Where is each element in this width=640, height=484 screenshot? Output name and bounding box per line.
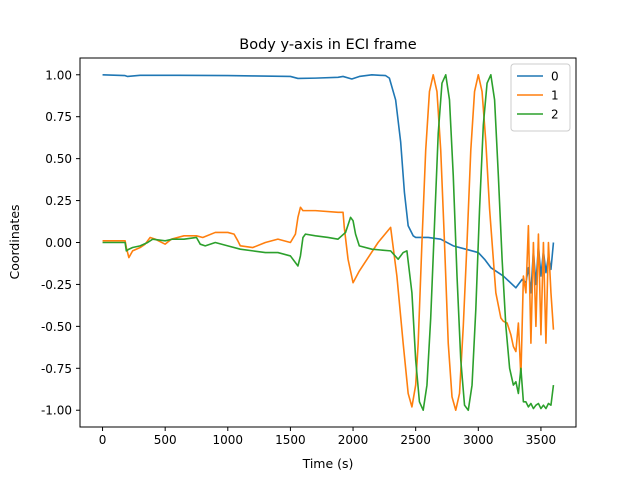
axis-ticks: 0 500 1000 1500 2000 2500 3000 3500 -1.00 -0.75 -0… bbox=[41, 68, 556, 447]
y-tick-label: -0.75 bbox=[41, 362, 72, 376]
x-tick-label: 3000 bbox=[463, 433, 494, 447]
y-tick-label: 0.75 bbox=[45, 110, 72, 124]
series-lines bbox=[102, 73, 555, 412]
y-tick-label: 0.50 bbox=[45, 152, 72, 166]
y-tick-label: -1.00 bbox=[41, 404, 72, 418]
x-tick-label: 2500 bbox=[400, 433, 431, 447]
x-axis-label: Time (s) bbox=[302, 456, 354, 471]
x-tick-label: 500 bbox=[154, 433, 177, 447]
x-tick-label: 1000 bbox=[213, 433, 244, 447]
x-tick-label: 3500 bbox=[526, 433, 557, 447]
chart-title: Body y-axis in ECI frame bbox=[239, 37, 417, 53]
legend-label-2: 2 bbox=[551, 108, 559, 122]
y-tick-label: 0.25 bbox=[45, 194, 72, 208]
legend: 0 1 2 bbox=[510, 63, 571, 132]
x-tick-label: 2000 bbox=[338, 433, 369, 447]
series-line-1 bbox=[102, 73, 555, 412]
x-tick-label: 1500 bbox=[275, 433, 306, 447]
y-tick-label: -0.50 bbox=[41, 320, 72, 334]
y-tick-label: -0.25 bbox=[41, 278, 72, 292]
legend-label-0: 0 bbox=[551, 70, 559, 84]
legend-label-1: 1 bbox=[551, 89, 559, 103]
y-axis-label: Coordinates bbox=[7, 204, 22, 279]
y-tick-label: 1.00 bbox=[45, 68, 72, 82]
x-tick-label: 0 bbox=[99, 433, 107, 447]
legend-box bbox=[510, 63, 571, 132]
y-tick-label: 0.00 bbox=[45, 236, 72, 250]
axes-frame bbox=[79, 57, 577, 428]
series-line-2 bbox=[102, 73, 555, 412]
